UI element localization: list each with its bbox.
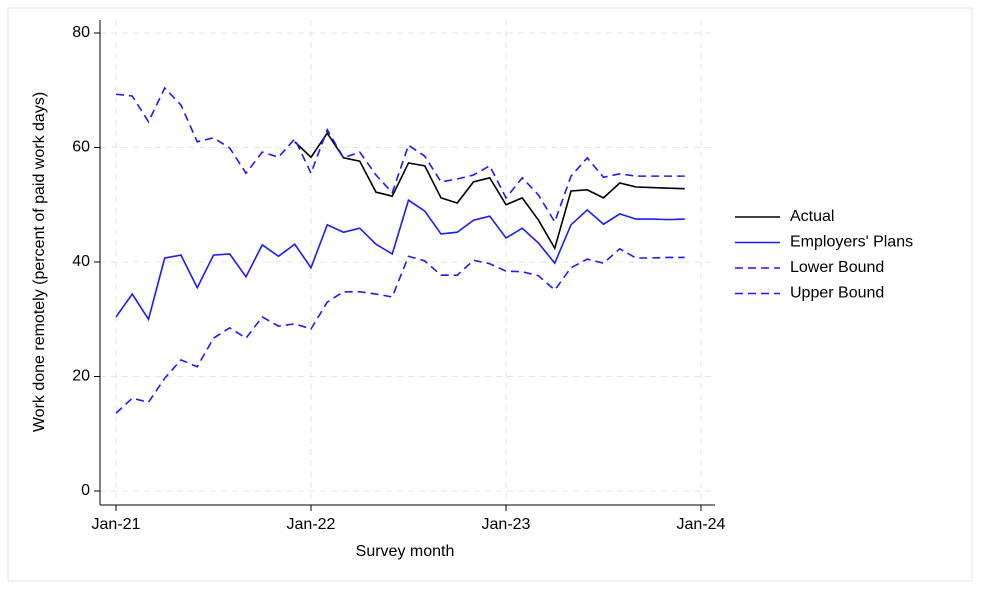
figure-frame xyxy=(7,7,973,582)
legend-label: Lower Bound xyxy=(790,259,884,276)
series-line xyxy=(115,86,685,224)
y-tick-label: 0 xyxy=(81,482,90,499)
series-line xyxy=(294,131,685,251)
y-tick-label: 60 xyxy=(72,139,90,156)
x-tick-label: Jan-23 xyxy=(482,516,531,533)
x-axis-label: Survey month xyxy=(356,543,455,560)
series-line xyxy=(115,198,685,322)
y-tick-label: 80 xyxy=(72,24,90,41)
x-tick-label: Jan-22 xyxy=(287,516,336,533)
x-tick-label: Jan-21 xyxy=(92,516,141,533)
legend-label: Upper Bound xyxy=(790,285,884,302)
y-tick-label: 20 xyxy=(72,368,90,385)
x-tick-label: Jan-24 xyxy=(677,516,726,533)
series-line xyxy=(115,247,685,414)
legend-label: Employers' Plans xyxy=(790,234,913,251)
legend-label: Actual xyxy=(790,208,834,225)
y-axis-label: Work done remotely (percent of paid work… xyxy=(31,92,48,432)
y-tick-label: 40 xyxy=(72,253,90,270)
